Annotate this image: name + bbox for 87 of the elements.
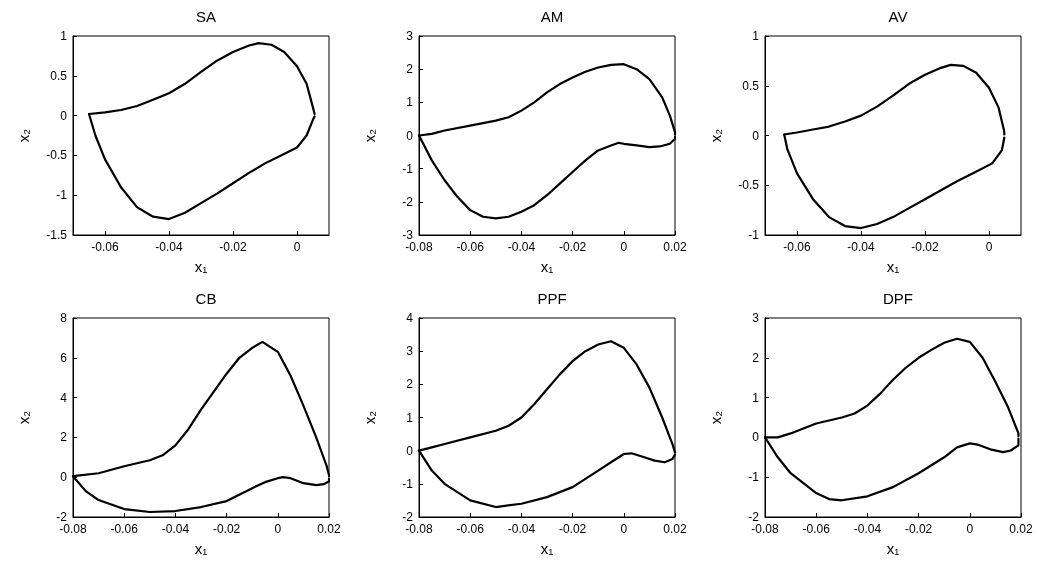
y-tick-label: 1 xyxy=(60,29,68,43)
y-tick-label: 1 xyxy=(406,410,414,425)
x-tick-label: 0.02 xyxy=(1009,522,1033,536)
x-tick-label: -0.08 xyxy=(59,522,87,536)
x-tick-label: -0.04 xyxy=(507,522,536,536)
x-tick-label: 0 xyxy=(274,522,282,536)
x-axis-title: x₁ xyxy=(886,258,900,275)
y-tick-label: 0 xyxy=(752,430,760,445)
x-axis-title: x₁ xyxy=(540,258,554,275)
y-tick-label: -1 xyxy=(402,476,414,491)
y-tick-label: 6 xyxy=(60,350,68,365)
x-tick-label: -0.02 xyxy=(558,522,587,536)
x-tick-label: 0 xyxy=(985,240,993,254)
y-tick-label: 0 xyxy=(406,128,414,143)
y-tick-label: 3 xyxy=(752,311,760,325)
y-tick-label: 2 xyxy=(60,430,68,445)
x-tick-label: -0.08 xyxy=(405,240,433,254)
x-tick-label: -0.02 xyxy=(904,522,933,536)
y-tick-label: 0 xyxy=(60,470,68,485)
x-axis-title: x₁ xyxy=(194,540,208,557)
y-tick-label: -2 xyxy=(56,510,68,524)
y-tick-label: 2 xyxy=(752,350,760,365)
x-axis-title: x₁ xyxy=(540,540,554,557)
y-tick-label: 2 xyxy=(406,62,414,77)
y-axis-title: x₂ xyxy=(707,410,724,425)
y-tick-label: -1.5 xyxy=(46,228,68,242)
x-tick-label: 0 xyxy=(620,522,628,536)
x-tick-label: -0.06 xyxy=(456,240,485,254)
y-tick-label: 0 xyxy=(752,128,760,143)
y-axis-title: x₂ xyxy=(707,128,724,143)
x-tick-label: -0.06 xyxy=(456,522,485,536)
y-axis-title: x₂ xyxy=(15,410,32,425)
x-tick-label: -0.06 xyxy=(783,240,811,254)
chart-title: SA xyxy=(195,8,217,25)
x-tick-label: -0.04 xyxy=(507,240,536,254)
y-tick-label: 4 xyxy=(406,311,414,325)
y-tick-label: 0.5 xyxy=(50,68,68,83)
x-tick-label: 0.02 xyxy=(317,522,341,536)
x-tick-label: 0.02 xyxy=(663,522,687,536)
chart-title: DPF xyxy=(883,290,913,307)
y-tick-label: 1 xyxy=(406,95,414,110)
x-tick-label: -0.08 xyxy=(405,522,433,536)
x-axis-title: x₁ xyxy=(886,540,900,557)
x-tick-label: -0.06 xyxy=(802,522,831,536)
x-tick-label: 0 xyxy=(620,240,628,254)
x-tick-label: -0.04 xyxy=(161,522,190,536)
y-tick-label: 4 xyxy=(60,390,68,405)
y-tick-label: -1 xyxy=(56,188,68,203)
y-tick-label: 8 xyxy=(60,311,68,325)
x-tick-label: -0.04 xyxy=(853,522,882,536)
y-axis-title: x₂ xyxy=(15,128,32,143)
y-tick-label: -3 xyxy=(402,228,414,242)
chart-title: CB xyxy=(195,290,217,307)
chart-title: AM xyxy=(540,8,564,25)
x-tick-label: -0.02 xyxy=(911,240,939,254)
y-tick-label: 0 xyxy=(406,443,414,458)
x-tick-label: -0.04 xyxy=(155,240,183,254)
y-tick-label: -2 xyxy=(402,194,414,209)
y-tick-label: 0.5 xyxy=(742,78,760,93)
y-tick-label: 3 xyxy=(406,29,414,43)
x-tick-label: 0 xyxy=(966,522,974,536)
x-axis-title: x₁ xyxy=(194,258,208,275)
y-tick-label: 1 xyxy=(752,390,760,405)
x-tick-label: 0 xyxy=(293,240,301,254)
x-tick-label: -0.02 xyxy=(219,240,247,254)
y-tick-label: 1 xyxy=(752,29,760,43)
y-tick-label: -2 xyxy=(748,510,760,524)
x-tick-label: 0.02 xyxy=(663,240,687,254)
x-tick-label: -0.06 xyxy=(91,240,119,254)
y-tick-label: 3 xyxy=(406,344,414,359)
y-axis-title: x₂ xyxy=(361,410,378,425)
x-tick-label: -0.02 xyxy=(212,522,241,536)
chart-title: AV xyxy=(888,8,908,25)
y-tick-label: -1 xyxy=(402,161,414,176)
x-tick-label: -0.02 xyxy=(558,240,587,254)
x-tick-label: -0.06 xyxy=(110,522,139,536)
y-axis-title: x₂ xyxy=(361,128,378,143)
y-tick-label: -0.5 xyxy=(738,178,760,193)
y-tick-label: -1 xyxy=(748,470,760,485)
y-tick-label: 0 xyxy=(60,108,68,123)
y-tick-label: -0.5 xyxy=(46,148,68,163)
chart-title: PPF xyxy=(537,290,567,307)
y-tick-label: -1 xyxy=(748,228,760,242)
x-tick-label: -0.08 xyxy=(751,522,779,536)
x-tick-label: -0.04 xyxy=(847,240,875,254)
y-tick-label: -2 xyxy=(402,510,414,524)
y-tick-label: 2 xyxy=(406,377,414,392)
